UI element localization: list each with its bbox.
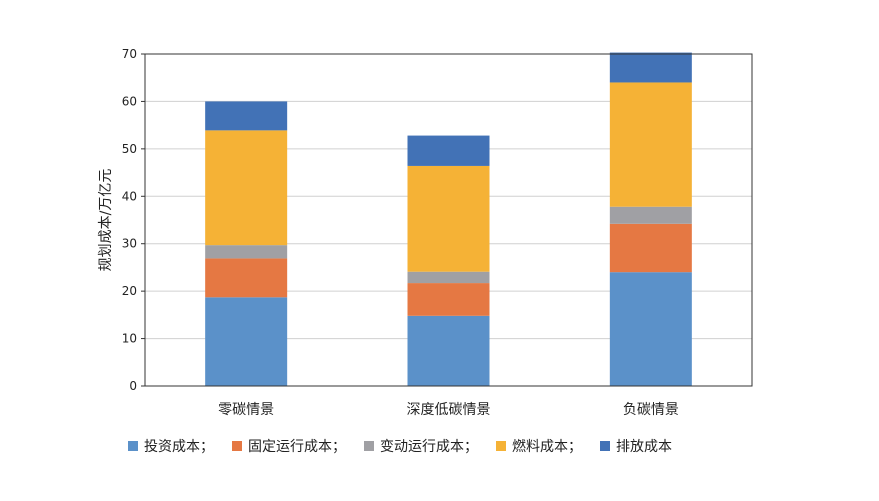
y-ticks: 0 10 20 30 40 50 60 70 (122, 47, 145, 393)
bar-segment (407, 271, 490, 284)
legend-label: 排放成本 (616, 439, 672, 455)
legend-label: 燃料成本； (512, 439, 582, 455)
bar-segment (609, 223, 692, 273)
bar-segment (205, 297, 288, 386)
y-tick-label: 50 (122, 142, 137, 156)
y-tick-label: 20 (122, 284, 137, 298)
bar-segment (205, 245, 288, 259)
y-tick-label: 0 (129, 379, 137, 393)
bar-segment (205, 258, 288, 298)
bar-segment (407, 315, 490, 386)
y-tick-label: 70 (122, 47, 137, 61)
y-tick-label: 10 (122, 332, 137, 346)
y-tick-label: 60 (122, 94, 137, 108)
x-labels: 零碳情景 深度低碳情景 负碳情景 (218, 402, 679, 418)
legend-item: 燃料成本； (496, 436, 582, 456)
x-category-label: 负碳情景 (623, 402, 679, 418)
x-category-label: 零碳情景 (218, 402, 274, 418)
y-axis-label: 规划成本/万亿元 (98, 169, 114, 272)
plot-frame (144, 53, 753, 387)
legend-swatch (128, 441, 138, 451)
bar-segment (407, 283, 490, 316)
legend-swatch (600, 441, 610, 451)
bar-segment (205, 101, 288, 131)
bar-segment (609, 52, 692, 83)
legend: 投资成本； 固定运行成本； 变动运行成本； 燃料成本； 排放成本 (128, 436, 690, 456)
legend-label: 变动运行成本； (380, 439, 478, 455)
bar-segment (407, 165, 490, 272)
legend-item: 投资成本； (128, 436, 214, 456)
bars (205, 52, 692, 386)
x-category-label: 深度低碳情景 (407, 402, 491, 418)
legend-item: 排放成本 (600, 436, 672, 456)
legend-swatch (496, 441, 506, 451)
bar-segment (609, 272, 692, 386)
bar-segment (407, 135, 490, 166)
legend-label: 固定运行成本； (248, 439, 346, 455)
y-tick-label: 30 (122, 237, 137, 251)
y-tick-label: 40 (122, 189, 137, 203)
bar-segment (609, 206, 692, 224)
legend-swatch (364, 441, 374, 451)
bar-segment (609, 82, 692, 207)
bar-segment (205, 130, 288, 246)
legend-swatch (232, 441, 242, 451)
legend-label: 投资成本； (144, 439, 214, 455)
legend-item: 变动运行成本； (364, 436, 478, 456)
legend-item: 固定运行成本； (232, 436, 346, 456)
